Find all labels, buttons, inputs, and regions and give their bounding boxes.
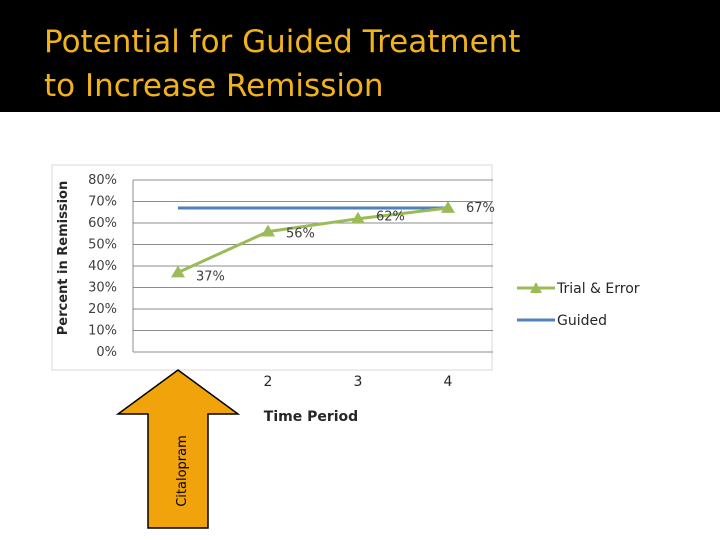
- data-point-marker: [441, 200, 455, 213]
- y-tick-label: 20%: [88, 302, 117, 317]
- y-tick-label: 60%: [88, 216, 117, 231]
- citalopram-arrow: [115, 369, 241, 529]
- x-tick-label: 2: [264, 374, 273, 390]
- title-divider: [0, 112, 720, 114]
- slide-body: [0, 114, 720, 540]
- data-point-marker: [261, 224, 275, 237]
- y-tick-label: 10%: [88, 324, 117, 339]
- data-point-marker: [351, 211, 365, 224]
- y-tick-label: 80%: [88, 173, 117, 188]
- legend-label-trial-and-error: Trial & Error: [556, 281, 640, 297]
- x-tick-label: 4: [444, 374, 453, 390]
- y-tick-label: 40%: [88, 259, 117, 274]
- data-label: 56%: [286, 227, 315, 242]
- data-label: 37%: [196, 269, 225, 284]
- data-point-marker: [171, 265, 185, 278]
- legend-marker-trial-and-error: [530, 282, 542, 293]
- slide-title: Potential for Guided Treatment to Increa…: [44, 24, 521, 104]
- legend-label-guided: Guided: [557, 313, 607, 329]
- data-label: 62%: [376, 210, 405, 225]
- y-tick-label: 30%: [88, 281, 117, 296]
- series-line-trial-and-error: [177, 206, 449, 274]
- x-axis-title: Time Period: [264, 409, 358, 425]
- y-tick-label: 70%: [88, 195, 117, 210]
- y-tick-label: 50%: [88, 238, 117, 253]
- chart-frame: [51, 164, 493, 371]
- citalopram-label: Citalopram: [175, 435, 190, 507]
- title-bar: Potential for Guided Treatment to Increa…: [0, 0, 720, 112]
- y-axis-title: Percent in Remission: [56, 181, 71, 335]
- data-label: 67%: [466, 201, 495, 216]
- y-tick-label: 0%: [96, 345, 117, 360]
- x-tick-label: 3: [354, 374, 363, 390]
